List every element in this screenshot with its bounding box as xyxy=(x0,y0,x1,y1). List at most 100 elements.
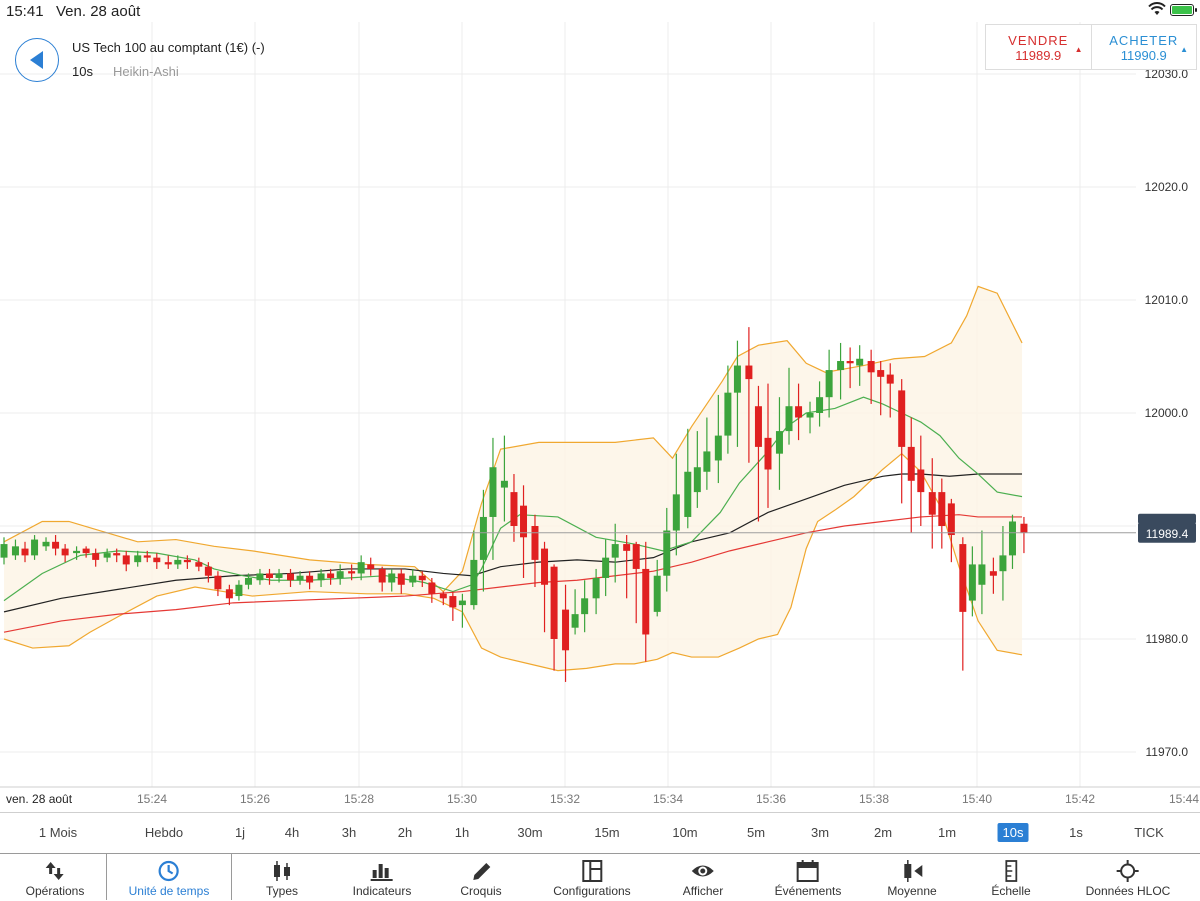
toolbar-label: Moyenne xyxy=(887,884,937,898)
candle-body xyxy=(541,548,549,585)
candle-body xyxy=(562,609,570,651)
chart-type-label: Heikin-Ashi xyxy=(113,64,179,79)
timeframe-1-mois[interactable]: 1 Mois xyxy=(38,825,78,840)
candle-body xyxy=(898,390,906,447)
bar-chart-icon xyxy=(370,860,394,882)
candle-body xyxy=(367,564,375,569)
timeframe-3h[interactable]: 3h xyxy=(341,825,357,840)
timeframe-10m[interactable]: 10m xyxy=(672,825,698,840)
candle-body xyxy=(388,573,396,583)
toolbar-average-button[interactable]: Moyenne xyxy=(887,854,937,901)
candle-body xyxy=(409,575,417,583)
clock-icon xyxy=(157,860,181,882)
buy-label: ACHETER xyxy=(1109,33,1179,48)
y-tick-label: 12010.0 xyxy=(1145,293,1189,307)
sell-price: 11989.9 xyxy=(1015,48,1062,63)
calendar-icon xyxy=(796,860,820,882)
current-price-label: 11989.4 xyxy=(1146,527,1189,541)
trade-panel: VENDRE 11989.9 ▲ ACHETER 11990.9 ▲ xyxy=(985,24,1197,70)
timeframe-30m[interactable]: 30m xyxy=(517,825,543,840)
candle-body xyxy=(183,559,191,563)
bollinger-fill xyxy=(4,286,1023,671)
candle-body xyxy=(103,553,111,558)
candle-body xyxy=(357,562,365,574)
status-date: Ven. 28 août xyxy=(56,3,141,20)
timeframe-1s[interactable]: 1s xyxy=(1069,825,1083,840)
candle-body xyxy=(846,361,854,364)
timeframe-1j[interactable]: 1j xyxy=(234,825,246,840)
candle-body xyxy=(959,544,967,612)
timeframe-10s[interactable]: 10s xyxy=(997,823,1029,842)
candle-body xyxy=(449,596,457,608)
y-tick-label: 12000.0 xyxy=(1145,406,1189,420)
toolbar-eye-button[interactable]: Afficher xyxy=(683,854,723,901)
candle-body xyxy=(73,550,81,554)
candle-body xyxy=(348,571,356,574)
timeframe-2m[interactable]: 2m xyxy=(873,825,893,840)
timeframe-hebdo[interactable]: Hebdo xyxy=(144,825,184,840)
toolbar-pencil-button[interactable]: Croquis xyxy=(460,854,502,901)
price-badge-overlap xyxy=(1138,513,1196,524)
candle-body xyxy=(510,492,518,526)
x-tick-label: 15:26 xyxy=(240,792,270,806)
wifi-icon xyxy=(1148,2,1166,20)
selected-tool-frame xyxy=(106,853,232,900)
candle-body xyxy=(336,571,344,578)
toolbar-arrows-updown-button[interactable]: Opérations xyxy=(26,854,84,901)
candle-body xyxy=(428,582,436,594)
candle-body xyxy=(214,575,222,590)
candle-body xyxy=(825,370,833,398)
toolbar-layout-button[interactable]: Configurations xyxy=(553,854,631,901)
candle-body xyxy=(174,559,182,565)
buy-button[interactable]: ACHETER 11990.9 ▲ xyxy=(1090,25,1197,69)
toolbar-scale-button[interactable]: Échelle xyxy=(991,854,1031,901)
candle-body xyxy=(663,530,671,576)
candle-body xyxy=(816,397,824,413)
price-chart[interactable]: 12030.0 12020.0 12010.0 12000.0 11980.0 11970… xyxy=(0,0,1200,812)
candle-body xyxy=(500,480,508,488)
timeframe-2h[interactable]: 2h xyxy=(397,825,413,840)
toolbar-clock-button[interactable]: Unité de temps xyxy=(129,854,209,901)
toolbar-calendar-button[interactable]: Événements xyxy=(775,854,841,901)
candle-body xyxy=(11,546,19,556)
instrument-name[interactable]: US Tech 100 au comptant (1€) (-) xyxy=(72,40,265,55)
toolbar-candles-button[interactable]: Types xyxy=(266,854,298,901)
y-tick-label: 11980.0 xyxy=(1146,632,1189,646)
bottom-toolbar: Opérations Unité de temps Types Indicateurs… xyxy=(0,853,1200,901)
candle-body xyxy=(550,566,558,639)
candle-body xyxy=(571,614,579,628)
candle-body xyxy=(82,548,90,554)
timeframe-4h[interactable]: 4h xyxy=(284,825,300,840)
candle-body xyxy=(724,392,732,436)
candle-body xyxy=(867,361,875,373)
sell-label: VENDRE xyxy=(1008,33,1069,48)
candle-body xyxy=(122,555,130,565)
back-button[interactable] xyxy=(15,38,59,82)
timeframe-5m[interactable]: 5m xyxy=(746,825,766,840)
x-tick-label: ven. 28 août xyxy=(6,792,73,806)
candle-body xyxy=(938,492,946,526)
timeframe-3m[interactable]: 3m xyxy=(810,825,830,840)
sell-button[interactable]: VENDRE 11989.9 ▲ xyxy=(986,25,1091,69)
y-tick-label: 12020.0 xyxy=(1145,180,1189,194)
timeframe-15m[interactable]: 15m xyxy=(594,825,620,840)
candle-body xyxy=(225,589,233,599)
candle-body xyxy=(287,573,294,581)
x-tick-label: 15:30 xyxy=(447,792,477,806)
toolbar-bar-chart-button[interactable]: Indicateurs xyxy=(353,854,411,901)
timeframe-1h[interactable]: 1h xyxy=(454,825,470,840)
pencil-icon xyxy=(469,860,493,882)
y-tick-label: 12030.0 xyxy=(1145,67,1189,81)
candle-body xyxy=(327,573,335,578)
candles-icon xyxy=(270,860,294,882)
eye-icon xyxy=(691,860,715,882)
candle-body xyxy=(623,544,631,551)
candle-body xyxy=(61,548,69,556)
candle-body xyxy=(265,573,273,578)
timeframe-1m[interactable]: 1m xyxy=(937,825,957,840)
candle-body xyxy=(999,555,1007,572)
timeframe-tick[interactable]: TICK xyxy=(1134,825,1164,840)
toolbar-crosshair-button[interactable]: Données HLOC xyxy=(1086,854,1170,901)
candle-body xyxy=(653,575,661,612)
scale-icon xyxy=(999,860,1023,882)
